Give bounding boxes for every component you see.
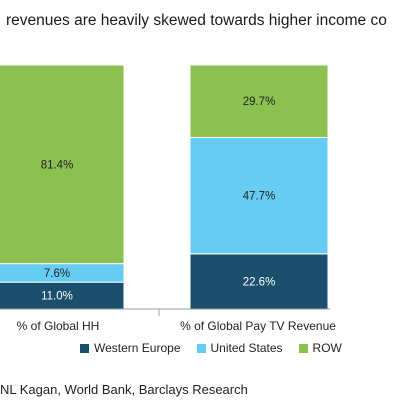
- category-label-1: % of Global Pay TV Revenue: [180, 319, 336, 333]
- value-label-row-1: 29.7%: [243, 96, 276, 108]
- legend-item-united-states: United States: [196, 341, 283, 355]
- legend-item-western-europe: Western Europe: [80, 341, 181, 355]
- bar-segment-united-states-1: [189, 136, 329, 255]
- legend-label-western-europe: Western Europe: [94, 341, 181, 355]
- value-labels-layer: 11.0% 7.6% 81.4% 22.6% 47.7% 29.7%: [41, 96, 276, 302]
- legend-item-row: ROW: [298, 341, 342, 355]
- bars-layer: [0, 64, 329, 310]
- value-label-united-states-1: 47.7%: [243, 191, 276, 203]
- legend: Western Europe United States ROW: [80, 341, 342, 355]
- bar-segment-row-1: [189, 64, 329, 138]
- value-label-united-states-0: 7.6%: [44, 268, 70, 280]
- category-labels-layer: % of Global HH % of Global Pay TV Revenue: [17, 319, 337, 333]
- value-label-row-0: 81.4%: [41, 159, 74, 171]
- legend-swatch-western-europe: [80, 343, 89, 353]
- bar-segment-row-0: [0, 64, 125, 265]
- chart-title: revenues are heavily skewed towards high…: [6, 12, 387, 29]
- bar-segment-western-europe-1: [189, 253, 329, 310]
- value-label-western-europe-1: 22.6%: [243, 276, 276, 288]
- value-label-western-europe-0: 11.0%: [41, 291, 73, 303]
- category-label-0: % of Global HH: [17, 319, 100, 333]
- legend-swatch-row: [298, 343, 308, 353]
- legend-swatch-united-states: [196, 343, 206, 353]
- source-note: NL Kagan, World Bank, Barclays Research: [0, 382, 248, 397]
- legend-label-row: ROW: [312, 341, 342, 355]
- legend-label-united-states: United States: [210, 341, 283, 355]
